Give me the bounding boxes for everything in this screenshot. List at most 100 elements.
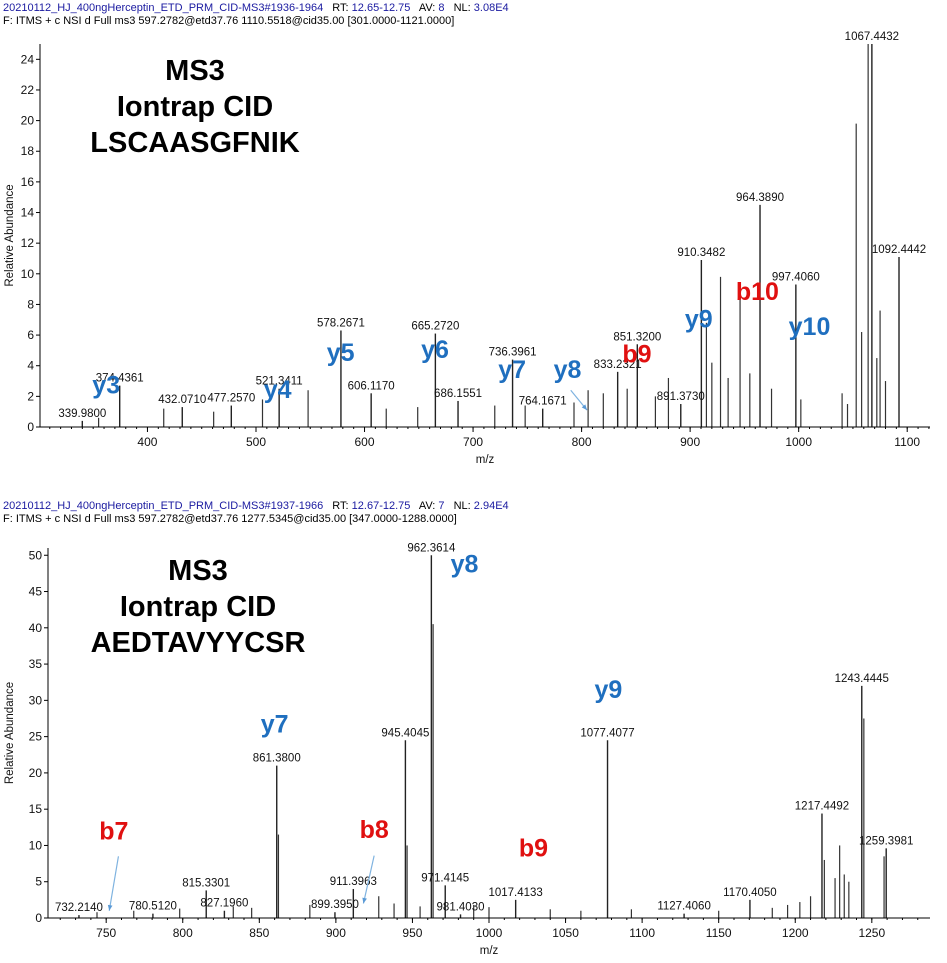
peak-label: 374.4361 [96,373,144,385]
peak-label: 851.3200 [613,331,661,343]
spectrum-panel-1: 20210112_HJ_400ngHerceptin_ETD_PRM_CID-M… [0,0,947,480]
y-tick-label: 35 [29,657,43,671]
scan-range: #1937-1966 [264,500,324,512]
nl-label: NL: [453,2,471,14]
y-tick-label: 50 [29,548,43,562]
peak-label: 1259.3981 [859,835,913,847]
title-line: AEDTAVYYCSR [91,627,306,659]
y-tick-label: 18 [21,144,35,158]
y-tick-label: 4 [27,359,34,373]
peak-label: 1217.4492 [795,801,849,813]
fragment-annotation: y5 [327,339,355,367]
fragment-annotation: y8 [554,356,582,384]
av-value: 7 [438,500,445,512]
peak-label: 732.2140 [55,902,103,914]
x-axis-label: m/z [476,454,495,466]
peak-label: 578.2671 [317,317,365,329]
scan-filename: 20210112_HJ_400ngHerceptin_ETD_PRM_CID-M… [3,500,265,512]
fragment-annotation: y3 [92,371,120,399]
fragment-annotation: y6 [421,336,449,364]
peak-label: 815.3301 [182,877,230,889]
y-tick-label: 5 [35,875,42,889]
y-tick-label: 14 [21,206,35,220]
nl-label: NL: [453,500,471,512]
fragment-annotation: b10 [736,278,779,306]
y-tick-label: 10 [29,838,43,852]
x-tick-label: 1050 [552,926,579,940]
y-tick-label: 16 [21,175,35,189]
fragment-annotation: y7 [261,710,289,738]
title-line: LSCAASGFNIK [90,127,300,159]
x-tick-label: 950 [402,926,422,940]
rt-value: 12.65-12.75 [351,2,411,14]
peak-label: 606.1170 [348,380,395,392]
av-value: 8 [438,2,445,14]
spectrum-panel-2: 20210112_HJ_400ngHerceptin_ETD_PRM_CID-M… [0,500,947,963]
title-line: MS3 [168,555,228,587]
peak-label: 997.4060 [772,272,820,284]
peak-label: 665.2720 [411,321,459,333]
peak-label: 1127.4060 [657,901,711,913]
x-tick-label: 1200 [782,926,809,940]
x-tick-label: 1100 [629,926,655,940]
y-tick-label: 30 [29,693,43,707]
x-tick-label: 700 [463,435,483,449]
y-tick-label: 25 [29,730,43,744]
peak-label: 1092.4442 [872,244,926,256]
scan-range: #1936-1964 [264,2,324,14]
peak-label: 945.4045 [381,727,429,739]
peak-label: 432.0710 [158,394,206,406]
x-tick-label: 500 [246,435,266,449]
peak-label: 764.1671 [519,396,567,408]
peak-label: 1017.4133 [488,887,542,899]
scan-filename: 20210112_HJ_400ngHerceptin_ETD_PRM_CID-M… [3,2,265,14]
scan-header: 20210112_HJ_400ngHerceptin_ETD_PRM_CID-M… [3,500,509,513]
title-line: Iontrap CID [117,91,273,123]
rt-value: 12.67-12.75 [351,500,411,512]
peak-label: 962.3614 [407,542,456,554]
fragment-annotation: y4 [264,376,292,404]
x-tick-label: 900 [680,435,700,449]
title-line: Iontrap CID [120,591,276,623]
peak-label: 1243.4445 [835,673,889,685]
peak-label: 1170.4050 [723,887,777,899]
fragment-annotation: y7 [498,356,526,384]
peak-label: 891.3730 [657,391,705,403]
annotation-arrowhead [581,404,588,411]
x-tick-label: 1100 [894,435,920,449]
y-axis-label: Relative Abundance [4,184,16,286]
y-tick-label: 10 [21,267,35,281]
peak-label: 833.2321 [594,359,642,371]
annotation-arrowhead [362,897,367,904]
y-tick-label: 8 [27,297,34,311]
rt-label: RT: [332,500,349,512]
fragment-annotation: b7 [99,818,128,846]
y-tick-label: 2 [27,389,34,403]
fragment-annotation: b8 [360,816,389,844]
peak-label: 899.3950 [311,899,359,911]
peak-label: 780.5120 [129,901,177,913]
title-line: MS3 [165,55,225,87]
peak-label: 981.4030 [437,901,485,913]
y-tick-label: 12 [21,236,35,250]
fragment-annotation: y10 [789,313,831,341]
fragment-annotation: y9 [595,676,623,704]
x-tick-label: 900 [326,926,346,940]
y-tick-label: 20 [21,114,35,128]
scan-filter: F: ITMS + c NSI d Full ms3 597.2782@etd3… [3,513,457,525]
peak-label: 1077.4077 [580,727,634,739]
y-tick-label: 40 [29,621,43,635]
peak-label: 910.3482 [677,247,725,259]
fragment-annotation: b9 [519,834,548,862]
peak-label: 521.3411 [256,376,303,388]
peak-label: 964.3890 [736,192,784,204]
fragment-annotation: y9 [685,305,713,333]
x-tick-label: 800 [173,926,193,940]
peak-label: 686.1551 [434,388,482,400]
y-tick-label: 0 [27,420,34,434]
scan-filter: F: ITMS + c NSI d Full ms3 597.2782@etd3… [3,15,455,27]
rt-label: RT: [332,2,349,14]
x-tick-label: 800 [572,435,592,449]
nl-value: 3.08E4 [473,2,509,14]
peak-label: 736.3961 [489,347,537,359]
